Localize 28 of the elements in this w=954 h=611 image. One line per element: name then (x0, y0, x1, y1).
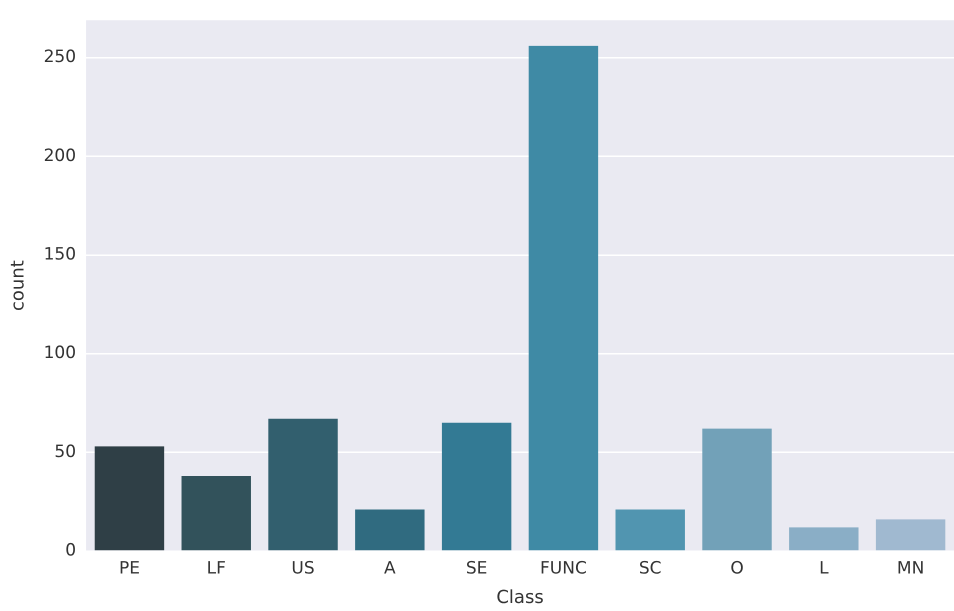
x-tick-label: SC (638, 558, 662, 579)
x-tick-label: SE (466, 558, 488, 579)
y-tick-label: 150 (44, 244, 76, 264)
x-tick-label: MN (896, 558, 924, 579)
y-tick-label: 250 (44, 47, 76, 68)
bar (789, 527, 859, 550)
bar (268, 418, 338, 550)
x-tick-label: L (819, 558, 830, 579)
bar (355, 510, 425, 550)
y-tick-label: 0 (65, 540, 76, 560)
bar (616, 510, 685, 550)
x-tick-label: O (730, 558, 744, 579)
x-tick-label: A (384, 558, 396, 579)
bar (702, 428, 772, 550)
bar (442, 422, 512, 550)
x-tick-label: LF (206, 558, 226, 579)
x-tick-label: US (291, 558, 315, 579)
y-tick-label: 200 (44, 146, 76, 166)
bar (94, 446, 164, 550)
x-tick-label: FUNC (540, 558, 587, 579)
y-tick-label: 100 (44, 343, 76, 364)
x-axis-title: Class (496, 586, 544, 608)
bar (182, 476, 251, 550)
bar (876, 519, 946, 550)
x-tick-label: PE (118, 558, 140, 579)
bar (528, 46, 598, 550)
y-axis-title: count (7, 260, 28, 311)
y-tick-label: 50 (54, 442, 76, 462)
